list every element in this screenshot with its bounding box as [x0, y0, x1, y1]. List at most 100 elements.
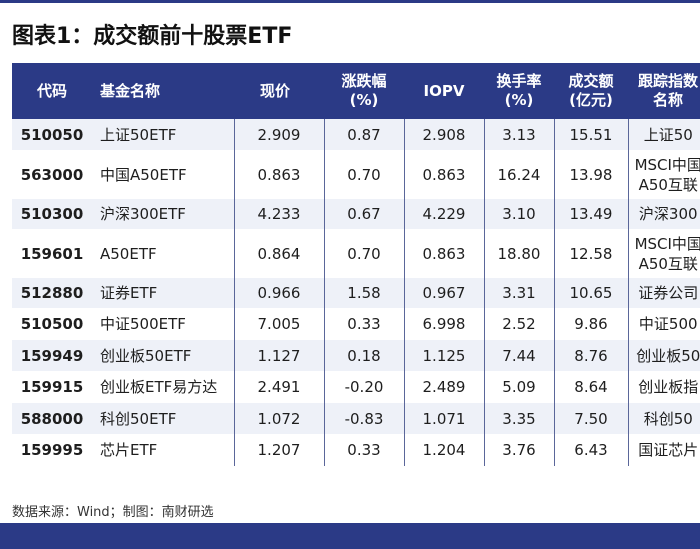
cell-code: 159995: [12, 434, 92, 466]
cell-amount: 13.98: [553, 150, 628, 199]
cell-code: 512880: [12, 278, 92, 308]
etf-table: 代码 基金名称 现价 涨跌幅 (%) IOPV 换手率 (%) 成交额 (亿元) 跟踪…: [12, 63, 700, 466]
cell-code: 159601: [12, 229, 92, 278]
header-line: 换手率: [496, 72, 542, 90]
table-row: 159601 A50ETF 0.864 0.70 0.863 18.80 12.58 MSCI…: [12, 229, 700, 278]
cell-index: 上证50: [627, 119, 700, 150]
cell-turnover: 2.52: [483, 308, 554, 340]
cell-fund-name: 科创50ETF: [92, 403, 234, 434]
cell-price: 2.909: [233, 119, 324, 150]
cell-code: 159949: [12, 340, 92, 371]
index-name-line: 创业板50: [636, 346, 700, 365]
cell-iopv: 6.998: [403, 308, 484, 340]
cell-turnover: 18.80: [483, 229, 554, 278]
header-line: (%): [504, 91, 534, 109]
header-line: 代码: [36, 81, 67, 100]
table-row: 510500 中证500ETF 7.005 0.33 6.998 2.52 9.86 中证50…: [12, 308, 700, 340]
cell-amount: 8.64: [553, 371, 628, 403]
table-row: 159915 创业板ETF易方达 2.491 -0.20 2.489 5.09 8.64 创业…: [12, 371, 700, 403]
cell-code: 510050: [12, 119, 92, 150]
index-name-line: 上证50: [643, 125, 693, 144]
header-change: 涨跌幅 (%): [324, 63, 404, 119]
header-iopv: IOPV: [404, 63, 484, 119]
cell-amount: 9.86: [553, 308, 628, 340]
cell-price: 0.863: [233, 150, 324, 199]
cell-iopv: 0.863: [403, 150, 484, 199]
cell-amount: 13.49: [553, 199, 628, 229]
index-name-line: 国证芯片: [638, 441, 699, 459]
header-line: 成交额: [568, 72, 614, 90]
header-line: 跟踪指数: [637, 72, 698, 90]
header-line: 名称: [652, 91, 683, 109]
cell-iopv: 1.204: [403, 434, 484, 466]
index-name-line: A50互联: [638, 175, 698, 194]
table-row: 159949 创业板50ETF 1.127 0.18 1.125 7.44 8.76 创业板5…: [12, 340, 700, 371]
cell-change: 0.87: [323, 119, 404, 150]
cell-price: 2.491: [233, 371, 324, 403]
cell-change: 1.58: [323, 278, 404, 308]
cell-price: 0.864: [233, 229, 324, 278]
table-row: 588000 科创50ETF 1.072 -0.83 1.071 3.35 7.50 科创50: [12, 403, 700, 434]
cell-turnover: 7.44: [483, 340, 554, 371]
cell-change: 0.70: [323, 150, 404, 199]
cell-code: 563000: [12, 150, 92, 199]
cell-turnover: 16.24: [483, 150, 554, 199]
cell-price: 1.127: [233, 340, 324, 371]
cell-fund-name: 创业板50ETF: [92, 340, 234, 371]
cell-amount: 6.43: [553, 434, 628, 466]
cell-iopv: 1.071: [403, 403, 484, 434]
table-header-row: 代码 基金名称 现价 涨跌幅 (%) IOPV 换手率 (%) 成交额 (亿元) 跟踪…: [12, 63, 700, 119]
cell-code: 510500: [12, 308, 92, 340]
figure-title: 图表1：成交额前十股票ETF: [12, 24, 293, 49]
cell-amount: 12.58: [553, 229, 628, 278]
header-amount: 成交额 (亿元): [554, 63, 628, 119]
table-row: 512880 证券ETF 0.966 1.58 0.967 3.31 10.65 证券公司: [12, 278, 700, 308]
header-line: 基金名称: [100, 81, 161, 100]
header-line: IOPV: [423, 81, 465, 100]
bottom-bar: [0, 523, 700, 549]
cell-code: 588000: [12, 403, 92, 434]
cell-iopv: 2.908: [403, 119, 484, 150]
cell-fund-name: 中证500ETF: [92, 308, 234, 340]
index-name-line: MSCI中国: [634, 234, 700, 253]
cell-index: MSCI中国 A50互联: [627, 229, 700, 278]
cell-amount: 15.51: [553, 119, 628, 150]
cell-price: 4.233: [233, 199, 324, 229]
cell-index: 沪深300: [627, 199, 700, 229]
cell-turnover: 3.76: [483, 434, 554, 466]
cell-price: 0.966: [233, 278, 324, 308]
header-fund-name: 基金名称: [92, 63, 234, 119]
cell-price: 7.005: [233, 308, 324, 340]
header-code: 代码: [12, 63, 92, 119]
index-name-line: 证券公司: [638, 284, 699, 302]
cell-change: 0.33: [323, 434, 404, 466]
index-name-line: 创业板指: [638, 378, 699, 396]
header-line: (%): [349, 91, 379, 109]
index-name-line: 科创50: [643, 409, 693, 428]
cell-fund-name: 沪深300ETF: [92, 199, 234, 229]
cell-fund-name: 中国A50ETF: [92, 150, 234, 199]
cell-change: 0.33: [323, 308, 404, 340]
cell-fund-name: 上证50ETF: [92, 119, 234, 150]
cell-iopv: 2.489: [403, 371, 484, 403]
cell-code: 510300: [12, 199, 92, 229]
cell-fund-name: 创业板ETF易方达: [92, 371, 234, 403]
cell-fund-name: 芯片ETF: [92, 434, 234, 466]
header-line: 现价: [260, 81, 291, 100]
cell-index: MSCI中国 A50互联: [627, 150, 700, 199]
table-row: 563000 中国A50ETF 0.863 0.70 0.863 16.24 13.98 MS…: [12, 150, 700, 199]
cell-amount: 7.50: [553, 403, 628, 434]
header-line: 涨跌幅: [341, 72, 387, 90]
cell-code: 159915: [12, 371, 92, 403]
cell-amount: 8.76: [553, 340, 628, 371]
table-row: 159995 芯片ETF 1.207 0.33 1.204 3.76 6.43 国证芯片: [12, 434, 700, 466]
cell-change: 0.67: [323, 199, 404, 229]
cell-turnover: 5.09: [483, 371, 554, 403]
cell-iopv: 4.229: [403, 199, 484, 229]
cell-index: 创业板50: [627, 340, 700, 371]
header-line: (亿元): [569, 91, 613, 109]
cell-index: 中证500: [627, 308, 700, 340]
cell-turnover: 3.35: [483, 403, 554, 434]
cell-fund-name: A50ETF: [92, 229, 234, 278]
header-price: 现价: [234, 63, 324, 119]
